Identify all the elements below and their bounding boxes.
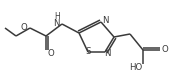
Text: H: H [54, 11, 60, 20]
Text: HO: HO [129, 63, 142, 73]
Text: O: O [162, 46, 168, 54]
Text: N: N [104, 48, 110, 57]
Text: N: N [102, 15, 109, 24]
Text: O: O [48, 48, 55, 57]
Text: N: N [53, 18, 60, 28]
Text: S: S [85, 48, 91, 57]
Text: O: O [20, 22, 27, 32]
